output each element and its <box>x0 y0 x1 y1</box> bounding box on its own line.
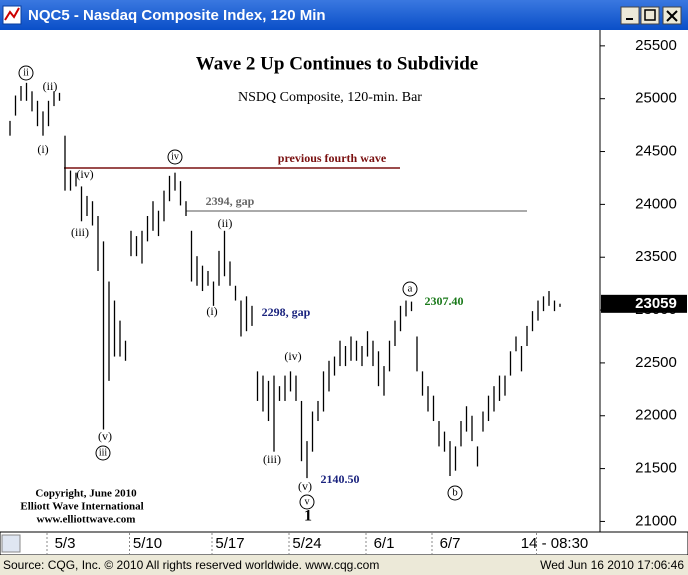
annotation: (iii) <box>263 452 281 466</box>
plot-area <box>0 30 600 532</box>
app-icon-line <box>4 7 20 21</box>
annotation: 2394, gap <box>206 194 255 208</box>
wave-circle <box>95 445 111 461</box>
annotation: iii <box>99 447 108 458</box>
scroll-handle[interactable] <box>1 534 21 553</box>
copyright: www.elliottwave.com <box>37 514 136 526</box>
last-price-label: 23059 <box>635 295 677 312</box>
annotation: (i) <box>206 304 217 318</box>
annotation: iv <box>171 151 179 162</box>
status-bar <box>0 555 688 575</box>
window-buttons[interactable] <box>620 6 682 25</box>
x-tick-label: 5/17 <box>215 535 244 552</box>
last-price-box <box>601 294 687 313</box>
annotation: 2140.50 <box>321 472 360 486</box>
wave-circle <box>447 485 463 501</box>
y-tick-label: 24500 <box>635 143 677 160</box>
y-tick-label: 25500 <box>635 37 677 54</box>
title-bar <box>0 0 688 30</box>
copyright: Copyright, June 2010 <box>35 488 137 500</box>
status-time: Wed Jun 16 2010 17:06:46 <box>540 558 684 572</box>
x-tick-label: 14 - 08:30 <box>521 535 589 552</box>
annotation: (v) <box>298 479 312 493</box>
annotation: ii <box>23 67 29 78</box>
y-tick-label: 24000 <box>635 195 677 212</box>
close-icon <box>666 10 678 22</box>
chart-subtitle: NSDQ Composite, 120-min. Bar <box>238 90 422 105</box>
y-tick-label: 25000 <box>635 90 677 107</box>
y-tick-label: 22500 <box>635 354 677 371</box>
annotation: 1 <box>304 508 312 525</box>
annotation: (iii) <box>71 225 89 239</box>
maximize-icon <box>644 9 656 21</box>
annotation: b <box>452 487 458 499</box>
annotation: 2298, gap <box>262 305 311 319</box>
y-tick-label: 21000 <box>635 512 677 529</box>
annotation: (v) <box>98 429 112 443</box>
annotation: (iv) <box>284 349 301 363</box>
annotation: (iv) <box>76 167 93 181</box>
x-tick-label: 5/24 <box>292 535 321 552</box>
y-tick-label: 22000 <box>635 407 677 424</box>
wave-circle <box>18 65 34 81</box>
annotation: a <box>408 283 413 295</box>
status-source: Source: CQG, Inc. © 2010 All rights rese… <box>3 558 379 572</box>
annotation: 2307.40 <box>425 294 464 308</box>
annotation: (ii) <box>43 79 58 93</box>
chart-title: Wave 2 Up Continues to Subdivide <box>196 53 478 74</box>
wave-circle <box>167 149 183 165</box>
y-tick-label: 23500 <box>635 248 677 265</box>
annotation: (ii) <box>218 216 233 230</box>
annotation: (i) <box>37 142 48 156</box>
annotation: v <box>305 496 310 507</box>
x-tick-label: 5/3 <box>55 535 76 552</box>
window-title: NQC5 - Nasdaq Composite Index, 120 Min <box>28 7 326 24</box>
x-tick-label: 6/1 <box>374 535 395 552</box>
x-tick-label: 6/7 <box>440 535 461 552</box>
minimize-button[interactable] <box>620 6 640 25</box>
y-axis-area <box>600 30 688 532</box>
wave-circle <box>299 494 315 510</box>
annotation: previous fourth wave <box>278 151 387 165</box>
x-tick-label: 5/10 <box>133 535 162 552</box>
copyright: Elliott Wave International <box>20 501 143 513</box>
y-tick-label: 21500 <box>635 460 677 477</box>
wave-circle <box>402 281 418 297</box>
